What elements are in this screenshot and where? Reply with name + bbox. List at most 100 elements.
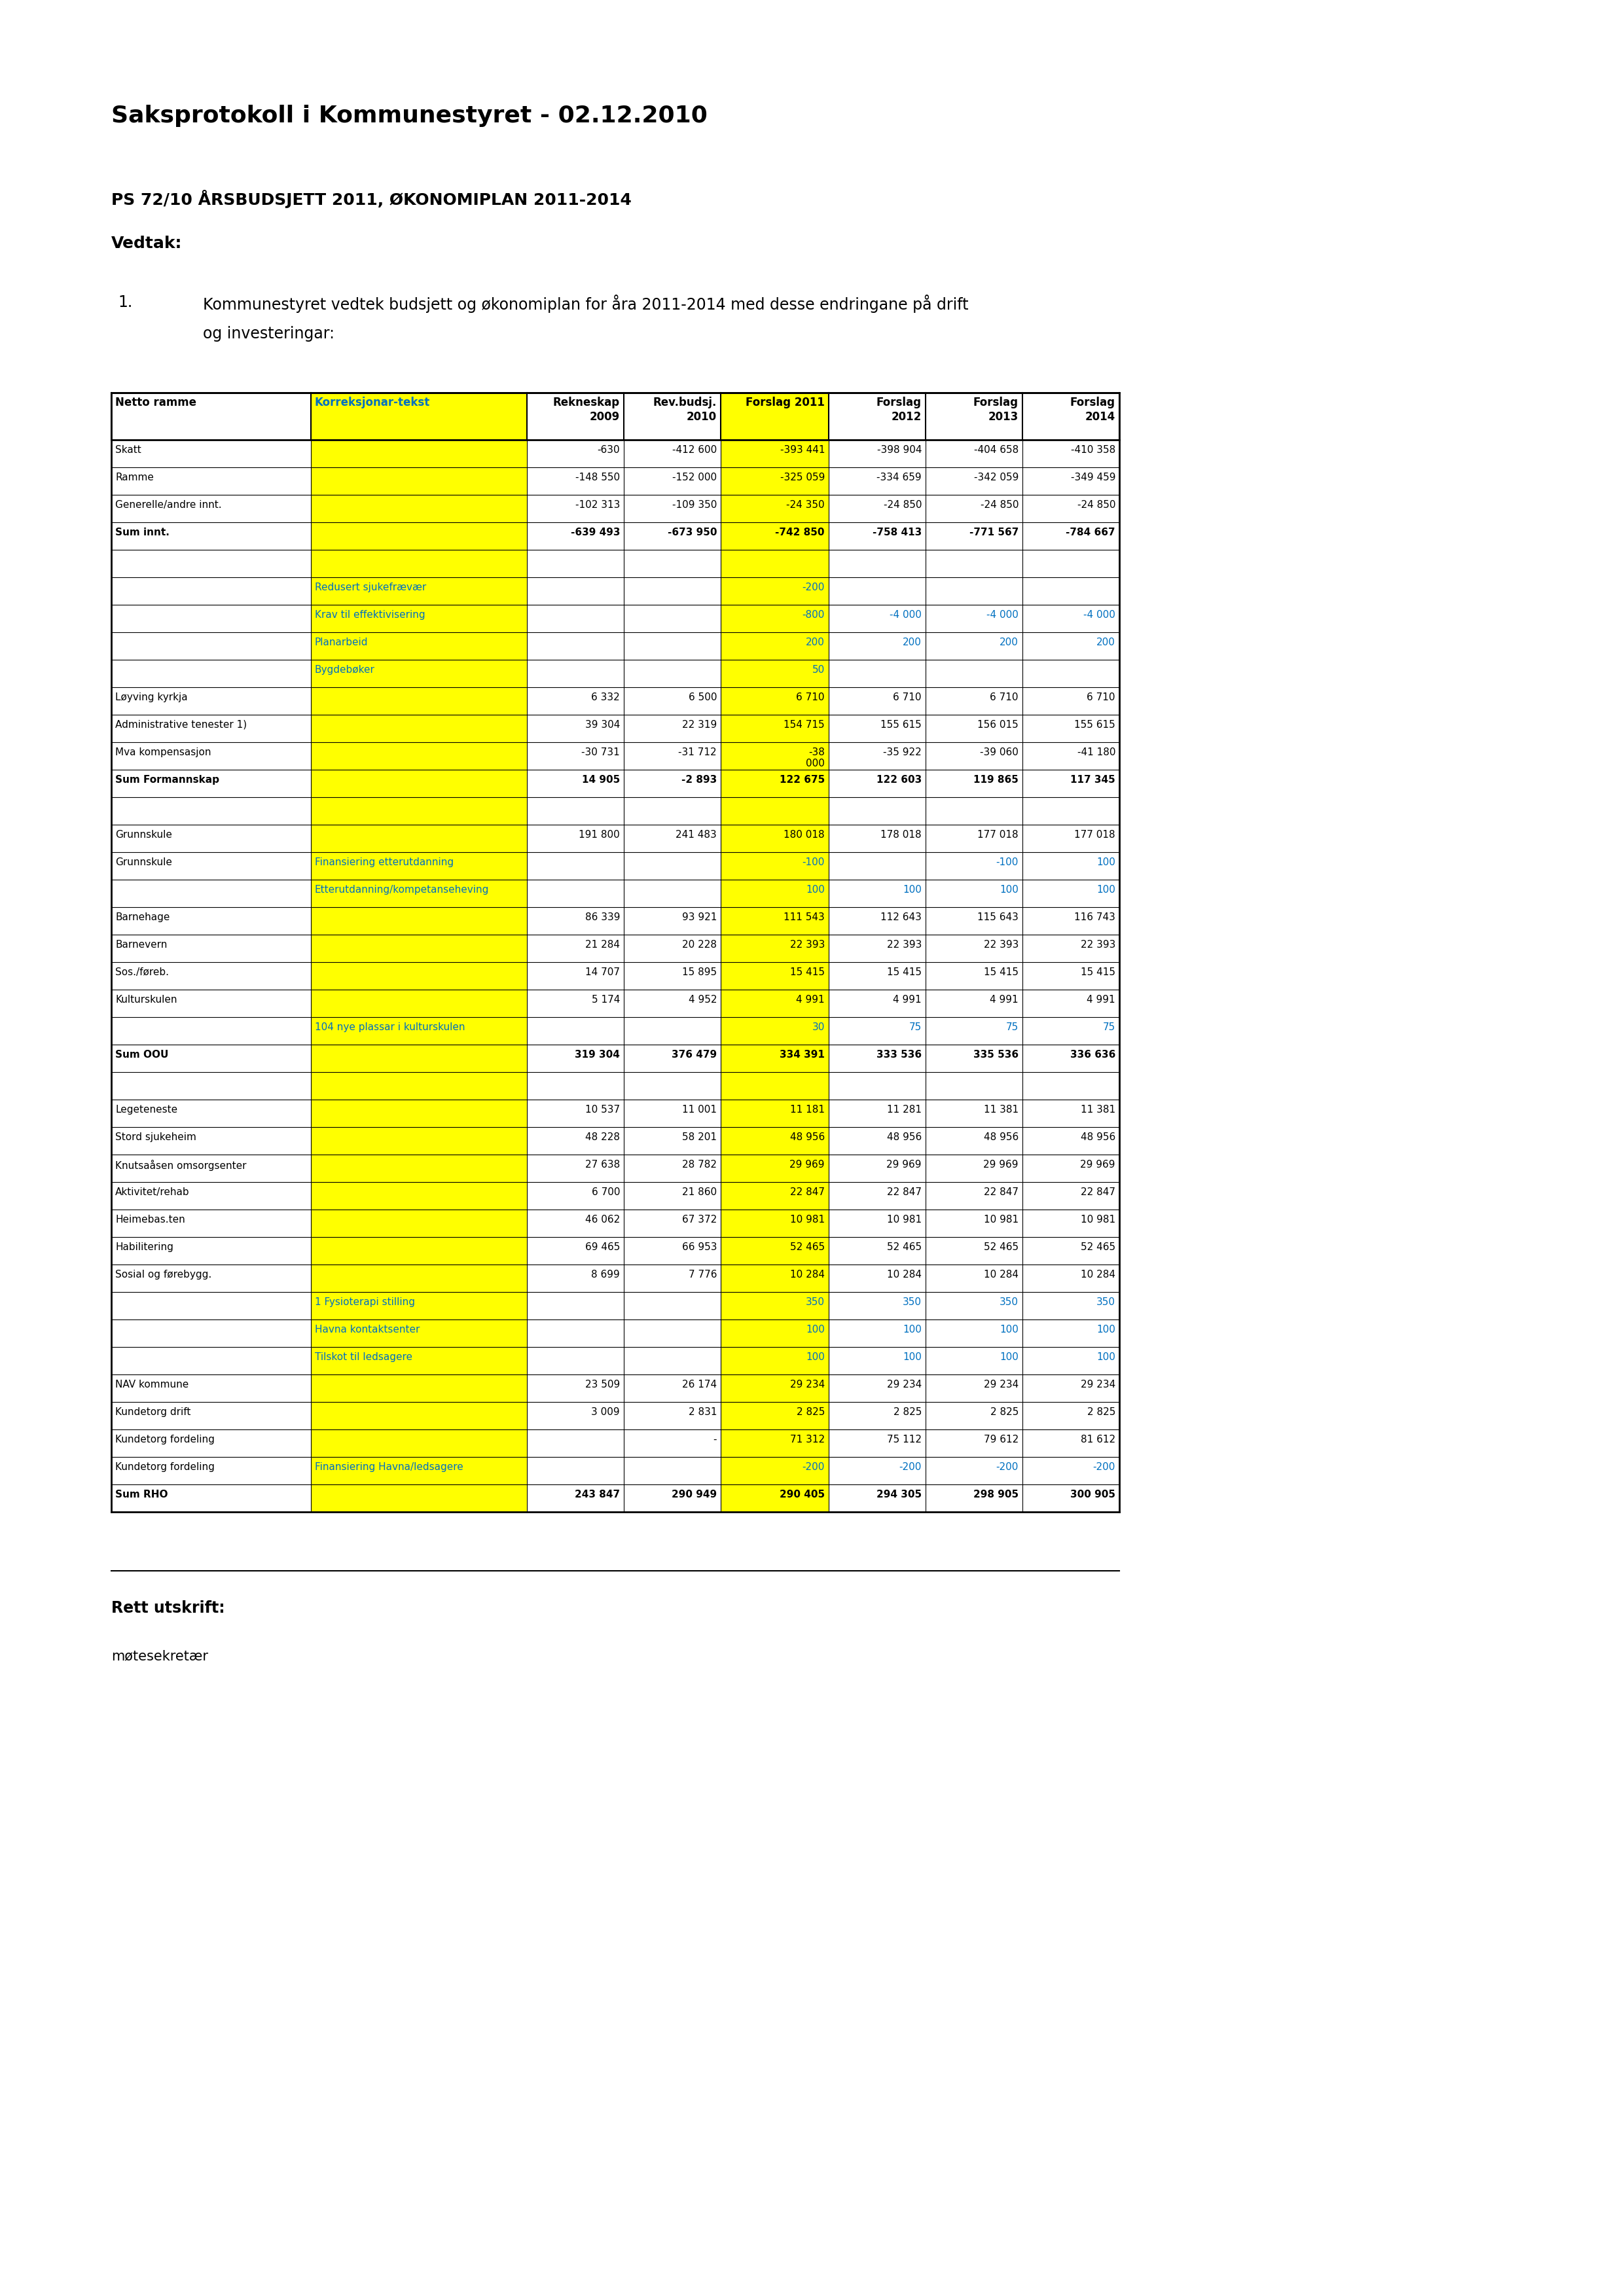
Text: 75 112: 75 112 (887, 1435, 922, 1444)
Bar (1023, 468, 1119, 496)
Bar (624, 1375, 721, 1403)
Text: 100: 100 (806, 884, 825, 895)
Text: Forslag
2014: Forslag 2014 (1070, 397, 1116, 422)
Text: Havna kontaktsenter: Havna kontaktsenter (315, 1325, 421, 1334)
Bar (624, 521, 721, 549)
Bar (926, 441, 1023, 468)
Text: -35 922: -35 922 (883, 748, 922, 758)
Text: Forslag
2012: Forslag 2012 (877, 397, 922, 422)
Bar (1023, 1458, 1119, 1486)
Text: 22 847: 22 847 (789, 1187, 825, 1196)
Bar (310, 659, 526, 687)
Bar (926, 521, 1023, 549)
Bar (926, 1072, 1023, 1100)
Bar (721, 1375, 828, 1403)
Text: 71 312: 71 312 (789, 1435, 825, 1444)
Bar (310, 1238, 526, 1265)
Bar (112, 1072, 310, 1100)
Bar (1023, 549, 1119, 576)
Bar (624, 1293, 721, 1320)
Text: Korreksjonar-tekst: Korreksjonar-tekst (315, 397, 430, 409)
Bar (828, 934, 926, 962)
Text: -4 000: -4 000 (1083, 611, 1116, 620)
Bar (310, 1348, 526, 1375)
Bar (828, 1100, 926, 1127)
Text: -325 059: -325 059 (780, 473, 825, 482)
Bar (721, 604, 828, 631)
Bar (721, 1017, 828, 1045)
Text: 350: 350 (903, 1297, 922, 1306)
Bar (112, 521, 310, 549)
Bar (310, 797, 526, 824)
Bar (526, 769, 624, 797)
Bar (624, 1430, 721, 1458)
Bar (624, 742, 721, 769)
Bar (926, 1155, 1023, 1182)
Bar (112, 1182, 310, 1210)
Bar (1023, 1100, 1119, 1127)
Bar (624, 962, 721, 990)
Text: 117 345: 117 345 (1070, 776, 1116, 785)
Text: Kommunestyret vedtek budsjett og økonomiplan for åra 2011-2014 med desse endring: Kommunestyret vedtek budsjett og økonomi… (203, 294, 968, 312)
Bar (828, 1348, 926, 1375)
Bar (112, 687, 310, 714)
Text: Legeteneste: Legeteneste (115, 1104, 177, 1114)
Text: 39 304: 39 304 (585, 721, 620, 730)
Bar (526, 1486, 624, 1511)
Text: 29 969: 29 969 (1080, 1159, 1116, 1169)
Text: Skatt: Skatt (115, 445, 141, 455)
Bar (310, 549, 526, 576)
Bar (624, 824, 721, 852)
Text: -630: -630 (598, 445, 620, 455)
Bar (721, 521, 828, 549)
Bar (1023, 769, 1119, 797)
Bar (112, 824, 310, 852)
Bar (828, 496, 926, 521)
Bar (526, 468, 624, 496)
Bar (828, 1155, 926, 1182)
Bar (112, 1486, 310, 1511)
Bar (310, 496, 526, 521)
Text: Rekneskap
2009: Rekneskap 2009 (554, 397, 620, 422)
Bar (112, 631, 310, 659)
Text: -100: -100 (996, 856, 1018, 868)
Bar (926, 742, 1023, 769)
Text: 50: 50 (812, 666, 825, 675)
Text: Bygdebøker: Bygdebøker (315, 666, 375, 675)
Bar (721, 962, 828, 990)
Bar (1023, 990, 1119, 1017)
Text: Administrative tenester 1): Administrative tenester 1) (115, 721, 247, 730)
Bar (624, 441, 721, 468)
Text: Etterutdanning/kompetanseheving: Etterutdanning/kompetanseheving (315, 884, 489, 895)
Text: Sosial og førebygg.: Sosial og førebygg. (115, 1270, 211, 1279)
Text: 7 776: 7 776 (689, 1270, 716, 1279)
Bar (526, 1320, 624, 1348)
Bar (721, 441, 828, 468)
Bar (926, 1430, 1023, 1458)
Text: Redusert sjukefrævær: Redusert sjukefrævær (315, 583, 425, 592)
Bar (926, 659, 1023, 687)
Bar (926, 769, 1023, 797)
Text: 100: 100 (1000, 1325, 1018, 1334)
Text: 6 500: 6 500 (689, 693, 716, 703)
Text: 100: 100 (806, 1352, 825, 1362)
Text: 52 465: 52 465 (1080, 1242, 1116, 1251)
Bar (828, 1430, 926, 1458)
Text: Krav til effektivisering: Krav til effektivisering (315, 611, 425, 620)
Bar (526, 1348, 624, 1375)
Text: 10 981: 10 981 (984, 1215, 1018, 1224)
Text: og investeringar:: og investeringar: (203, 326, 335, 342)
Text: Mva kompensasjon: Mva kompensasjon (115, 748, 211, 758)
Bar (721, 687, 828, 714)
Bar (721, 714, 828, 742)
Bar (624, 934, 721, 962)
Bar (721, 1403, 828, 1430)
Text: 350: 350 (999, 1297, 1018, 1306)
Bar (1023, 1375, 1119, 1403)
Bar (828, 797, 926, 824)
Bar (721, 1182, 828, 1210)
Bar (310, 1458, 526, 1486)
Bar (828, 549, 926, 576)
Bar (721, 1155, 828, 1182)
Text: 4 952: 4 952 (689, 994, 716, 1006)
